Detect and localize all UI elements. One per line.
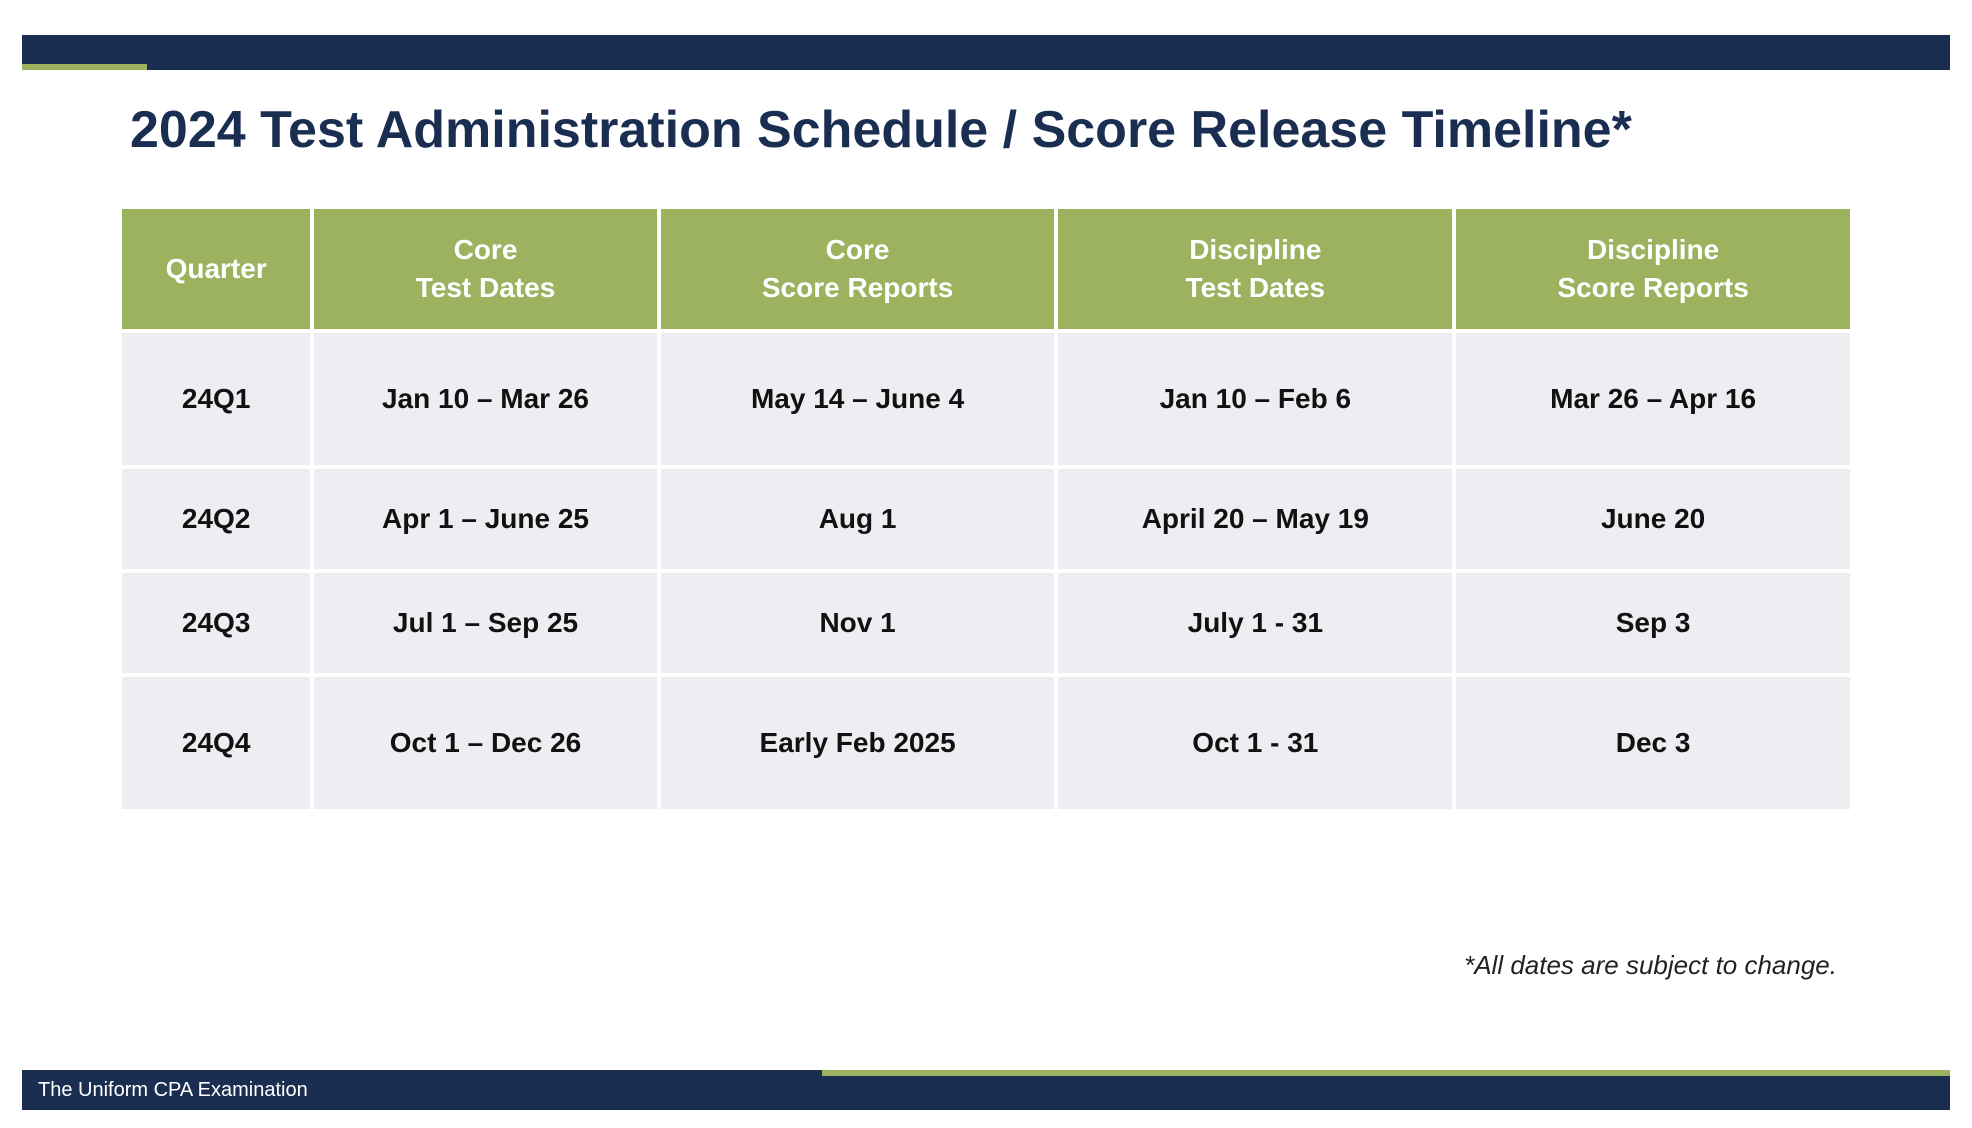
col-header-label-line1: Core <box>826 234 890 265</box>
col-header-core-score-reports: Core Score Reports <box>661 209 1055 329</box>
col-header-quarter: Quarter <box>122 209 310 329</box>
cell-discipline-score-reports: June 20 <box>1456 469 1850 569</box>
table-header-row: Quarter Core Test Dates Core Score Repor… <box>122 209 1850 329</box>
bottom-bar: The Uniform CPA Examination <box>22 1070 1950 1110</box>
schedule-table: Quarter Core Test Dates Core Score Repor… <box>118 205 1854 813</box>
bottom-bar-text: The Uniform CPA Examination <box>22 1079 308 1102</box>
col-header-core-test-dates: Core Test Dates <box>314 209 656 329</box>
page-title: 2024 Test Administration Schedule / Scor… <box>130 100 1632 160</box>
col-header-label-line1: Core <box>454 234 518 265</box>
col-header-label-line1: Discipline <box>1587 234 1719 265</box>
col-header-label-line2: Test Dates <box>1186 272 1326 303</box>
cell-discipline-score-reports: Sep 3 <box>1456 573 1850 673</box>
cell-quarter: 24Q4 <box>122 677 310 809</box>
col-header-discipline-score-reports: Discipline Score Reports <box>1456 209 1850 329</box>
cell-core-test-dates: Jul 1 – Sep 25 <box>314 573 656 673</box>
cell-discipline-score-reports: Mar 26 – Apr 16 <box>1456 333 1850 465</box>
cell-core-score-reports: May 14 – June 4 <box>661 333 1055 465</box>
table-header: Quarter Core Test Dates Core Score Repor… <box>122 209 1850 329</box>
schedule-table-container: Quarter Core Test Dates Core Score Repor… <box>118 205 1854 813</box>
cell-core-test-dates: Apr 1 – June 25 <box>314 469 656 569</box>
top-bar <box>22 35 1950 70</box>
col-header-label: Quarter <box>166 253 267 284</box>
top-bar-accent <box>22 64 147 70</box>
cell-core-test-dates: Oct 1 – Dec 26 <box>314 677 656 809</box>
table-row: 24Q3 Jul 1 – Sep 25 Nov 1 July 1 - 31 Se… <box>122 573 1850 673</box>
col-header-label-line1: Discipline <box>1189 234 1321 265</box>
cell-discipline-score-reports: Dec 3 <box>1456 677 1850 809</box>
cell-core-test-dates: Jan 10 – Mar 26 <box>314 333 656 465</box>
cell-discipline-test-dates: Jan 10 – Feb 6 <box>1058 333 1452 465</box>
table-row: 24Q2 Apr 1 – June 25 Aug 1 April 20 – Ma… <box>122 469 1850 569</box>
bottom-bar-accent <box>822 1070 1950 1076</box>
table-row: 24Q1 Jan 10 – Mar 26 May 14 – June 4 Jan… <box>122 333 1850 465</box>
table-body: 24Q1 Jan 10 – Mar 26 May 14 – June 4 Jan… <box>122 333 1850 809</box>
cell-quarter: 24Q3 <box>122 573 310 673</box>
cell-quarter: 24Q1 <box>122 333 310 465</box>
col-header-discipline-test-dates: Discipline Test Dates <box>1058 209 1452 329</box>
col-header-label-line2: Test Dates <box>416 272 556 303</box>
col-header-label-line2: Score Reports <box>762 272 953 303</box>
footnote: *All dates are subject to change. <box>1464 950 1837 981</box>
cell-core-score-reports: Aug 1 <box>661 469 1055 569</box>
cell-discipline-test-dates: April 20 – May 19 <box>1058 469 1452 569</box>
cell-discipline-test-dates: July 1 - 31 <box>1058 573 1452 673</box>
cell-core-score-reports: Nov 1 <box>661 573 1055 673</box>
cell-discipline-test-dates: Oct 1 - 31 <box>1058 677 1452 809</box>
table-row: 24Q4 Oct 1 – Dec 26 Early Feb 2025 Oct 1… <box>122 677 1850 809</box>
cell-core-score-reports: Early Feb 2025 <box>661 677 1055 809</box>
cell-quarter: 24Q2 <box>122 469 310 569</box>
col-header-label-line2: Score Reports <box>1557 272 1748 303</box>
